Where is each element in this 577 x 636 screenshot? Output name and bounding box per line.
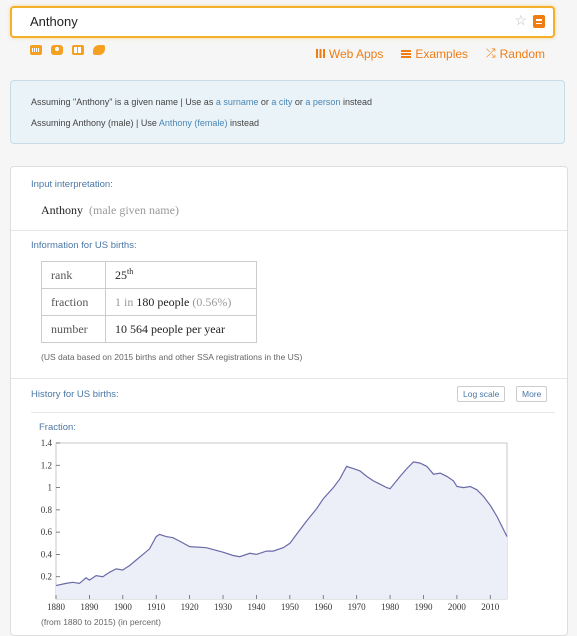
list-icon [401, 49, 412, 58]
x-tick-label: 2000 [448, 602, 467, 612]
x-tick-label: 1900 [114, 602, 133, 612]
surname-link[interactable]: a surname [215, 97, 259, 107]
input-toolbar [30, 45, 105, 55]
table-row: fraction 1 in 180 people (0.56%) [41, 288, 257, 316]
fraction-chart-label: Fraction: [39, 422, 76, 433]
number-value: 10 564 people per year [105, 315, 257, 343]
y-tick-label: 0.4 [41, 549, 53, 559]
fraction-pre: 1 in [115, 294, 134, 309]
y-tick-label: 1.4 [41, 438, 53, 448]
births-title: Information for US births: [31, 240, 137, 251]
assumption-text: Assuming "Anthony" is a given name | Use… [31, 97, 216, 107]
divider [11, 230, 567, 231]
x-tick-label: 1980 [381, 602, 400, 612]
shuffle-icon: ⤮ [486, 46, 496, 60]
fraction-people: 180 people [136, 294, 190, 309]
number-unit: people per year [151, 321, 225, 336]
fraction-value: 1 in 180 people (0.56%) [105, 288, 257, 316]
examples-link[interactable]: Examples [401, 46, 468, 61]
city-link[interactable]: a city [271, 97, 293, 107]
x-tick-label: 1990 [414, 602, 433, 612]
star-icon[interactable]: ☆ [514, 12, 527, 28]
rank-suffix: th [127, 267, 134, 276]
rank-value: 25th [105, 261, 257, 289]
random-label: Random [499, 46, 545, 61]
assumption-text: instead [227, 118, 259, 128]
person-link[interactable]: a person [305, 97, 341, 107]
female-link[interactable]: Anthony (female) [158, 118, 228, 128]
assumption-line-1: Assuming "Anthony" is a given name | Use… [31, 97, 372, 107]
x-tick-label: 2010 [481, 602, 500, 612]
search-input[interactable]: Anthony [30, 14, 78, 29]
random-link[interactable]: ⤮ Random [486, 46, 545, 61]
number-count: 10 564 [115, 321, 148, 336]
divider [31, 412, 555, 413]
fraction-percent: (0.56%) [192, 294, 232, 309]
x-tick-label: 1920 [181, 602, 200, 612]
top-links: Web Apps Examples ⤮ Random [315, 46, 545, 61]
log-scale-button[interactable]: Log scale [457, 386, 506, 402]
assumption-text: instead [340, 97, 372, 107]
assumptions-box: Assuming "Anthony" is a given name | Use… [10, 80, 565, 144]
camera-icon[interactable] [51, 45, 63, 55]
x-tick-label: 1960 [314, 602, 333, 612]
divider [11, 378, 567, 379]
interpretation-title: Input interpretation: [31, 179, 113, 190]
interpretation-sub: (male given name) [89, 203, 179, 217]
assumption-text: Assuming Anthony (male) | Use [31, 118, 159, 128]
interpretation-value: Anthony (male given name) [41, 203, 179, 218]
x-tick-label: 1970 [348, 602, 367, 612]
x-tick-label: 1880 [47, 602, 66, 612]
history-chart: 0.2 0.4 0.6 0.8 1 1.2 1.4 1880 1890 1900 1910 1920 1… [41, 438, 508, 612]
y-tick-label: 0.6 [41, 527, 53, 537]
examples-label: Examples [415, 46, 469, 61]
web-apps-link[interactable]: Web Apps [315, 46, 384, 61]
search-bar[interactable]: Anthony ☆ [10, 6, 555, 38]
x-tick-label: 1950 [281, 602, 300, 612]
x-tick-label: 1910 [147, 602, 166, 612]
table-icon[interactable] [72, 45, 84, 55]
number-label: number [41, 315, 106, 343]
x-tick-label: 1890 [80, 602, 99, 612]
assumption-text: or [258, 97, 272, 107]
assumption-text: or [292, 97, 306, 107]
more-button[interactable]: More [516, 386, 548, 402]
y-tick-label: 0.2 [41, 572, 52, 582]
examples-hand-icon[interactable] [93, 45, 105, 55]
fraction-label: fraction [41, 288, 106, 316]
series-line [55, 461, 508, 587]
x-tick-label: 1940 [247, 602, 266, 612]
history-title: History for US births: [31, 389, 119, 400]
y-tick-label: 0.8 [41, 505, 53, 515]
results-panel: Input interpretation: Anthony (male given… [10, 166, 568, 636]
rank-label: rank [41, 261, 106, 289]
grid-icon [315, 49, 325, 58]
chart-range-note: (from 1880 to 2015) (in percent) [41, 617, 162, 627]
series-area [56, 461, 507, 599]
y-tick-label: 1.2 [41, 460, 52, 470]
interpretation-name: Anthony [41, 203, 83, 217]
web-apps-label: Web Apps [328, 46, 384, 61]
assumption-line-2: Assuming Anthony (male) | Use Anthony (f… [31, 118, 259, 128]
births-note: (US data based on 2015 births and other … [41, 352, 303, 362]
births-table: rank 25th fraction 1 in 180 people (0.56… [41, 261, 257, 343]
table-row: number 10 564 people per year [41, 315, 257, 343]
x-tick-label: 1930 [214, 602, 233, 612]
table-row: rank 25th [41, 261, 257, 289]
y-tick-label: 1 [48, 483, 53, 493]
rank-number: 25 [115, 268, 127, 282]
equals-icon[interactable] [533, 15, 545, 28]
keyboard-icon[interactable] [30, 45, 42, 55]
